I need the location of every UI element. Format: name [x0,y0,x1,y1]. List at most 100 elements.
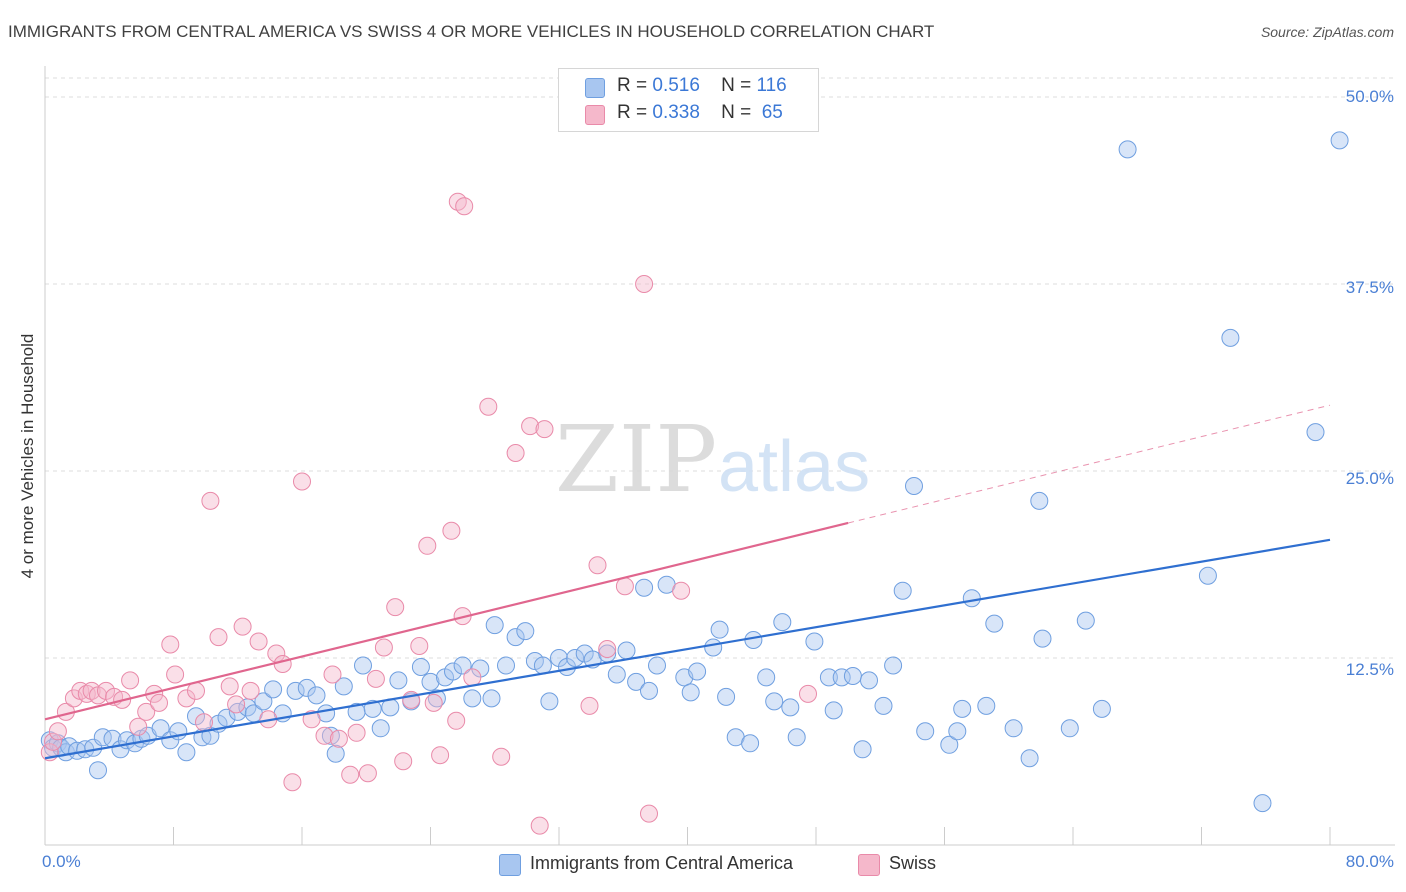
data-point-immigrants [326,744,345,763]
y-tick-label: 50.0% [1345,87,1394,106]
data-point-immigrants [389,671,408,690]
data-point-swiss [374,638,393,657]
data-point-immigrants [805,632,824,651]
data-point-swiss [442,521,461,540]
data-point-immigrants [151,719,170,738]
data-point-swiss [220,677,239,696]
data-point-swiss [233,617,252,636]
legend-swatch-immigrants [499,854,521,876]
data-point-immigrants [940,735,959,754]
data-point-immigrants [371,719,390,738]
data-point-immigrants [421,672,440,691]
watermark-atlas: atlas [718,427,870,507]
n-label: N = [721,102,752,123]
data-point-immigrants [354,656,372,675]
data-point-immigrants [307,686,326,705]
r-label: R = [617,75,648,96]
data-point-swiss [410,637,429,655]
data-point-immigrants [985,614,1004,633]
data-point-immigrants [1004,719,1023,738]
data-point-swiss [323,665,342,684]
data-point-immigrants [566,649,585,667]
y-tick-label: 37.5% [1345,278,1394,297]
data-point-swiss [530,816,549,835]
data-point-swiss [201,491,220,510]
data-point-swiss [195,713,213,732]
data-point-swiss [241,681,260,700]
data-point-immigrants [717,687,736,706]
series-swiss-points [40,192,817,835]
data-point-immigrants [635,578,654,597]
data-point-immigrants [977,696,996,715]
stats-swatch-pink [585,105,605,125]
data-point-immigrants [1306,423,1325,442]
data-point-immigrants [1030,491,1049,510]
data-point-immigrants [948,722,967,741]
data-point-swiss [598,640,617,658]
data-point-immigrants [884,656,903,675]
trend-line-immigrants [44,538,1331,760]
data-point-immigrants [757,668,776,687]
data-point-immigrants [893,581,912,600]
data-point-swiss [448,192,467,211]
x-tick-label: 0.0% [42,852,81,871]
data-point-swiss [121,671,140,690]
data-point-immigrants [1033,629,1052,648]
data-point-immigrants [853,740,872,759]
data-point-immigrants [860,671,878,690]
data-point-immigrants [681,683,700,702]
data-point-immigrants [254,692,273,711]
data-point-swiss [227,695,246,714]
legend: Immigrants from Central America Swiss [0,851,1406,877]
data-point-swiss [329,729,348,748]
data-point-swiss [447,711,466,730]
data-point-swiss [166,665,185,684]
chart-title: IMMIGRANTS FROM CENTRAL AMERICA VS SWISS… [8,22,935,41]
data-point-swiss [366,669,385,688]
watermark: ZIP atlas [555,406,870,513]
data-point-swiss [615,577,634,596]
r-value: 0.338 [652,102,700,123]
data-point-immigrants [1118,140,1137,159]
data-point-swiss [44,732,62,751]
trend-line-swiss [44,521,849,721]
r-value: 0.516 [652,75,700,96]
data-point-swiss [341,765,360,784]
data-point-swiss [506,444,525,462]
data-point-swiss [635,275,654,293]
data-point-immigrants [363,699,382,718]
data-point-swiss [431,746,450,765]
data-point-immigrants [1253,794,1272,813]
n-value: 65 [761,102,783,123]
trend-lines [44,404,1331,760]
data-point-swiss [77,684,96,703]
data-point-swiss [463,668,482,687]
data-point-immigrants [89,761,107,780]
data-point-immigrants [627,672,646,691]
legend-label-immigrants: Immigrants from Central America [530,853,794,873]
data-point-immigrants [648,656,666,675]
grid-lines [45,77,1395,659]
data-point-swiss [315,726,334,745]
data-point-swiss [640,804,658,823]
data-point-swiss [394,752,413,771]
data-point-immigrants [741,734,760,753]
data-point-immigrants [482,689,501,708]
data-point-immigrants [228,702,247,721]
data-point-immigrants [516,622,535,641]
data-point-immigrants [497,656,515,675]
data-point-immigrants [93,728,112,747]
data-point-immigrants [1060,719,1079,738]
data-point-immigrants [710,620,729,639]
data-point-immigrants [843,667,862,685]
data-point-immigrants [704,638,723,657]
data-point-swiss [177,689,196,708]
data-point-immigrants [286,681,305,700]
x-tick-label: 80.0% [1345,852,1394,871]
r-label: R = [617,102,648,123]
data-point-immigrants [463,689,482,708]
stats-box: R = 0.516 N = 116 R = 0.338 N = 65 [558,68,819,132]
data-point-immigrants [744,631,763,649]
data-point-swiss [137,702,156,721]
